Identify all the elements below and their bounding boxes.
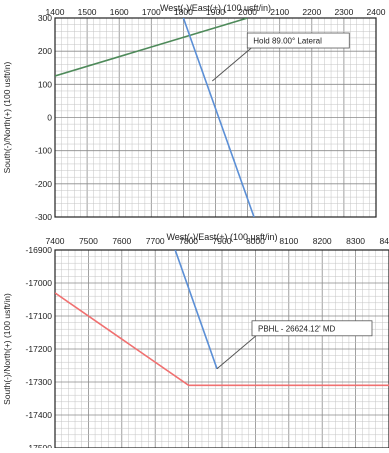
chart-panel-2: West(-)/East(+) (100 usft/in) 7400 7500 760… <box>2 232 389 453</box>
series-group <box>55 250 389 387</box>
y-tick-label: -17100 <box>26 311 53 321</box>
series-line-1 <box>55 18 248 77</box>
y-tick-label: -17200 <box>26 344 53 354</box>
x-tick-label: 1500 <box>78 7 97 17</box>
x-tick-label: 8300 <box>346 236 365 246</box>
callout-box <box>246 32 350 49</box>
x-tick-label: 7600 <box>112 236 131 246</box>
y-tick-label: -16900 <box>26 245 53 255</box>
callout-leader <box>216 335 257 370</box>
y-tick-label: 300 <box>38 13 52 23</box>
x-tick-label: 7500 <box>79 236 98 246</box>
grid <box>55 18 376 217</box>
x-tick-label: 7700 <box>146 236 165 246</box>
x-tick-label: 2000 <box>238 7 257 17</box>
callout-label: Hold 89.00° Lateral <box>253 37 322 46</box>
x-tick-label: 1400 <box>46 7 65 17</box>
series-line-2 <box>55 292 389 387</box>
x-tick-label: 1700 <box>142 7 161 17</box>
x-tick-label: 2100 <box>270 7 289 17</box>
callout-leader <box>211 47 252 82</box>
x-axis-title: West(-)/East(+) (100 usft/in) <box>166 232 277 242</box>
plot-frame <box>54 17 377 218</box>
series-line-1 <box>174 250 218 370</box>
y-tick-label: -17500 <box>26 443 53 448</box>
x-tick-label: 2400 <box>367 7 386 17</box>
x-tick-label: 8000 <box>246 236 265 246</box>
x-tick-label: 7800 <box>179 236 198 246</box>
y-tick-label: 100 <box>38 79 52 89</box>
grid <box>55 250 389 448</box>
x-tick-label: 1800 <box>174 7 193 17</box>
x-tick-label: 8100 <box>279 236 298 246</box>
x-axis-title: West(-)/East(+) (100 usft/in) <box>160 3 271 13</box>
chart-panel-1: West(-)/East(+) (100 usft/in) 1400 1500 160… <box>2 3 386 222</box>
y-axis-title: South(-)/North(+) (100 usft/in) <box>2 61 12 173</box>
x-tick-label: 7900 <box>213 236 232 246</box>
y-tick-label: -300 <box>35 212 52 222</box>
y-tick-label: -17300 <box>26 377 53 387</box>
y-tick-label: -100 <box>35 146 52 156</box>
y-tick-label: -17400 <box>26 410 53 420</box>
x-tick-label: 7400 <box>46 236 65 246</box>
x-tick-label: 8400 <box>380 236 389 246</box>
y-tick-label: -200 <box>35 179 52 189</box>
x-tick-label: 8200 <box>313 236 332 246</box>
callout-label: PBHL - 26624.12' MD <box>258 324 335 333</box>
x-tick-label: 1600 <box>110 7 129 17</box>
x-tick-label: 2300 <box>334 7 353 17</box>
y-tick-label: -17000 <box>26 278 53 288</box>
callout-box <box>251 320 373 337</box>
x-tick-label: 2200 <box>302 7 321 17</box>
series-line-2 <box>182 18 255 217</box>
y-tick-label: 200 <box>38 46 52 56</box>
y-axis-title: South(-)/North(+) (100 usft/in) <box>2 293 12 405</box>
x-tick-label: 1900 <box>206 7 225 17</box>
y-tick-label: 0 <box>47 113 52 123</box>
series-group <box>55 18 255 217</box>
